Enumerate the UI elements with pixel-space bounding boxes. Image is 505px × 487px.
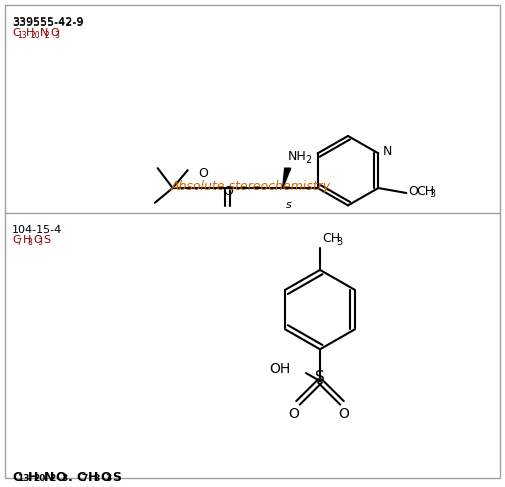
- Text: OH: OH: [269, 362, 290, 376]
- Text: O: O: [100, 471, 111, 485]
- Text: O: O: [338, 407, 349, 421]
- Text: 339555-42-9: 339555-42-9: [12, 18, 83, 28]
- Text: H: H: [26, 28, 34, 38]
- Text: O: O: [288, 407, 299, 421]
- Text: N: N: [382, 145, 392, 158]
- Text: C: C: [76, 471, 85, 485]
- Text: H: H: [88, 471, 98, 485]
- Text: 2: 2: [306, 155, 312, 165]
- Text: 13: 13: [17, 474, 30, 483]
- Text: 3: 3: [61, 474, 68, 483]
- Text: Absolute stereochemistry.: Absolute stereochemistry.: [171, 180, 334, 193]
- Text: 20: 20: [33, 474, 45, 483]
- Text: O: O: [56, 471, 67, 485]
- Text: S: S: [112, 471, 121, 485]
- Text: O: O: [33, 235, 42, 245]
- Text: N: N: [44, 471, 54, 485]
- Text: s: s: [286, 200, 291, 210]
- Text: 7: 7: [81, 474, 88, 483]
- Text: 7: 7: [17, 239, 22, 247]
- Text: O: O: [409, 185, 418, 198]
- Text: S: S: [43, 235, 51, 245]
- Text: 3: 3: [55, 31, 60, 40]
- Polygon shape: [283, 168, 291, 188]
- Text: N: N: [39, 28, 48, 38]
- Text: 20: 20: [31, 31, 40, 40]
- Text: C: C: [12, 471, 21, 485]
- Text: 13: 13: [17, 31, 26, 40]
- Text: 3: 3: [106, 474, 112, 483]
- Text: H: H: [23, 235, 31, 245]
- Text: CH: CH: [416, 185, 434, 198]
- Text: 2: 2: [44, 31, 49, 40]
- Text: O: O: [223, 185, 233, 198]
- Text: C: C: [12, 235, 20, 245]
- Text: O: O: [50, 28, 59, 38]
- Text: H: H: [28, 471, 38, 485]
- Text: 3: 3: [429, 189, 435, 199]
- Text: 8: 8: [27, 239, 32, 247]
- Text: NH: NH: [288, 150, 307, 163]
- Text: O: O: [198, 167, 208, 180]
- Text: 104-15-4: 104-15-4: [12, 225, 62, 235]
- Text: 2: 2: [49, 474, 56, 483]
- Text: 3: 3: [38, 239, 43, 247]
- Text: 3: 3: [336, 237, 342, 247]
- Text: S: S: [315, 370, 325, 385]
- Text: .: .: [68, 471, 73, 485]
- Text: 339555-42-9: 339555-42-9: [12, 17, 83, 27]
- Text: C: C: [12, 28, 20, 38]
- Text: 8: 8: [93, 474, 99, 483]
- Text: CH: CH: [322, 232, 340, 245]
